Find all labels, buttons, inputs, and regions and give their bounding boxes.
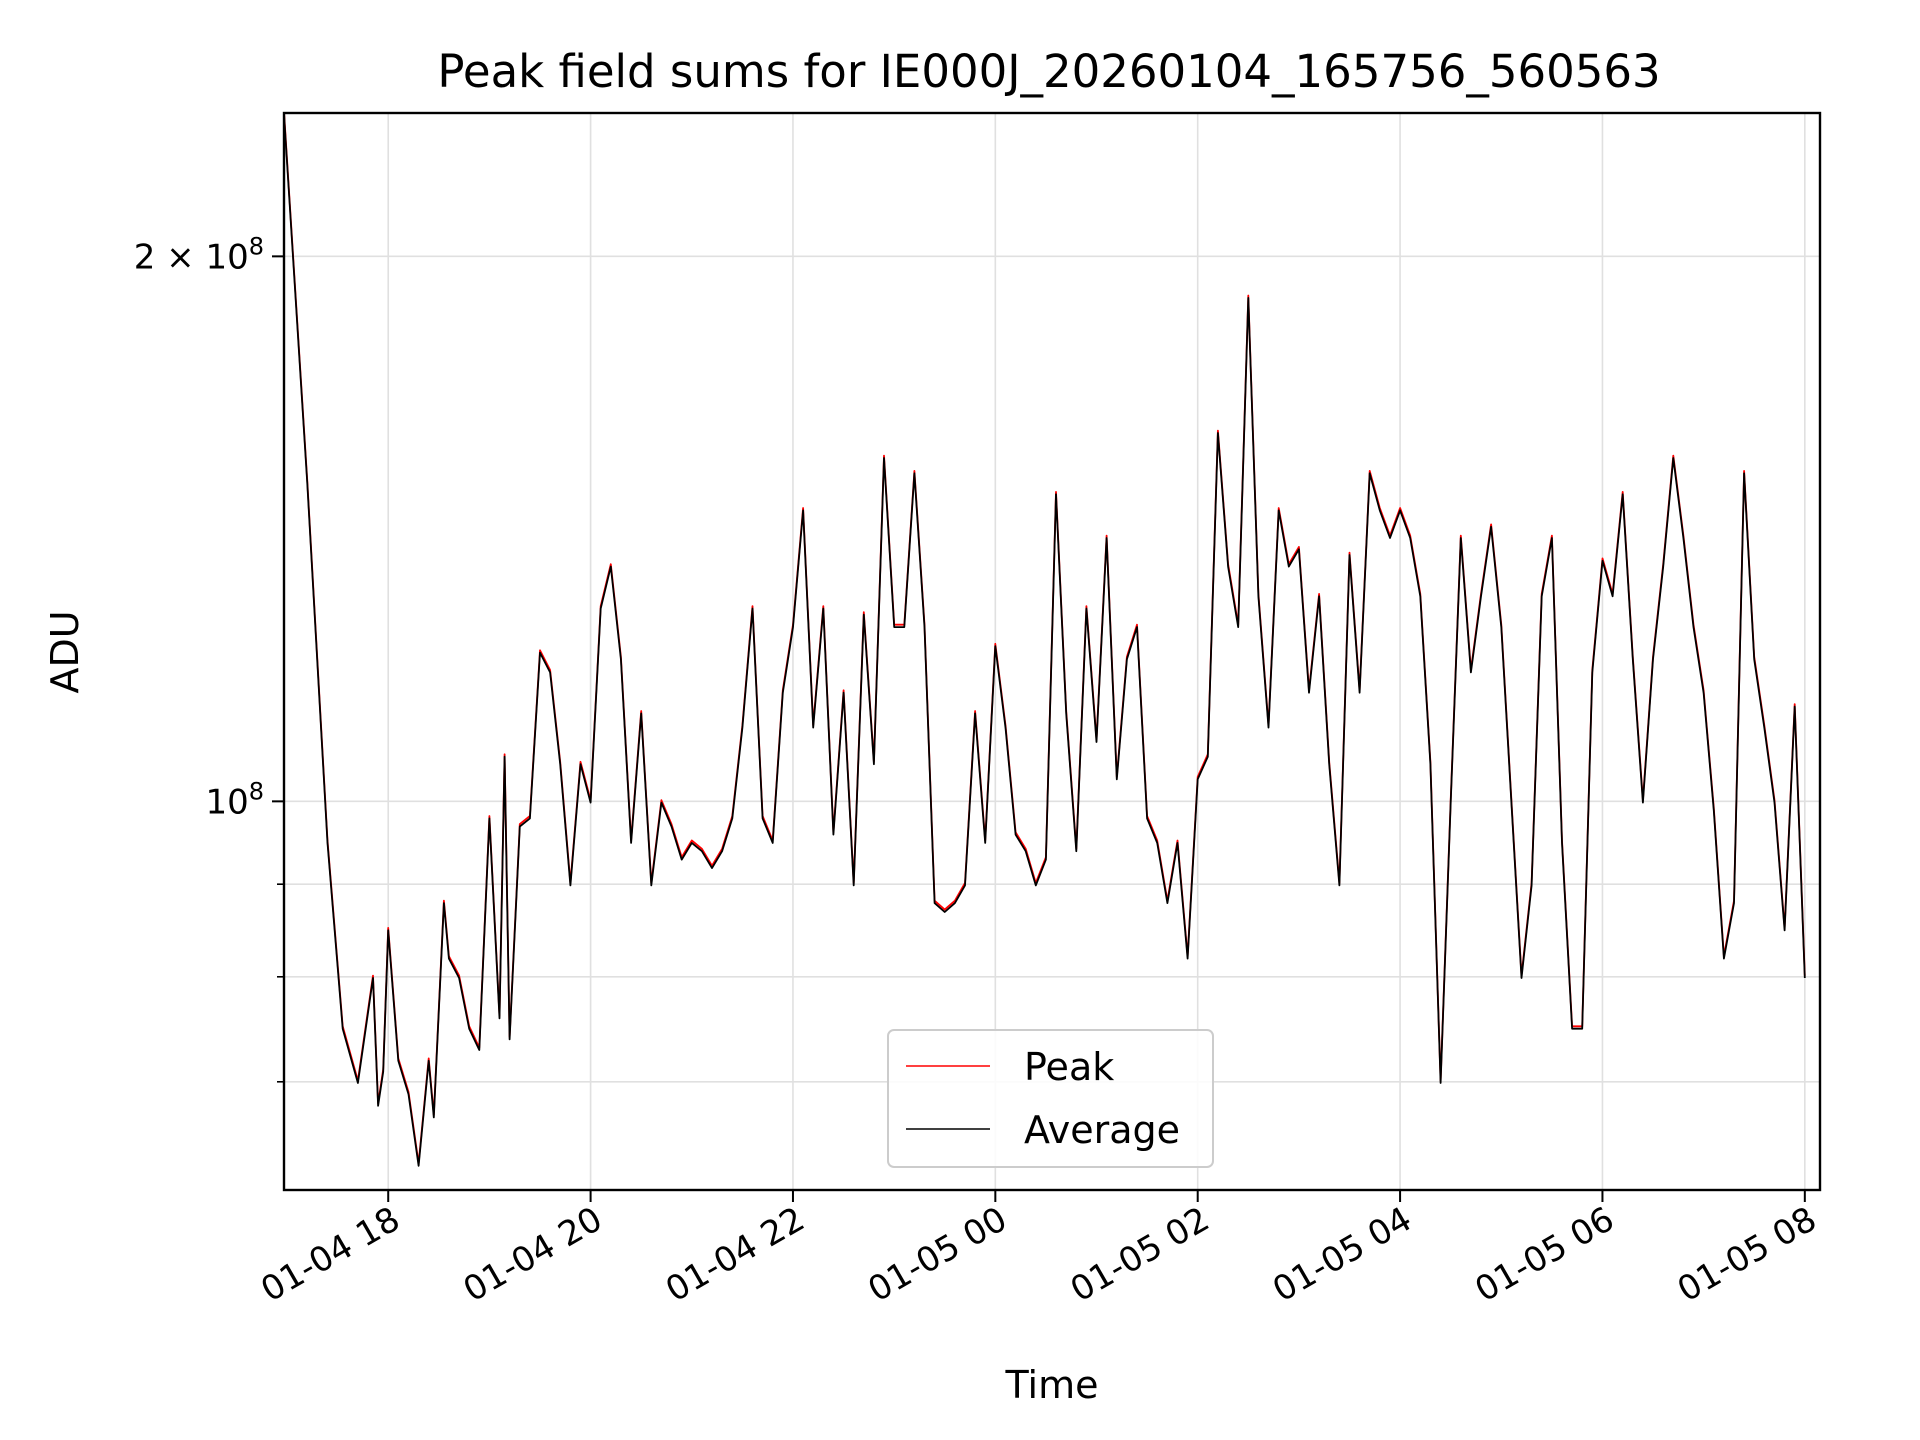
chart-title: Peak field sums for IE000J_20260104_1657… xyxy=(437,45,1660,98)
plot-frame xyxy=(282,111,1822,1192)
y-tick-label: 2 × 108 xyxy=(134,232,264,277)
legend-average-label: Average xyxy=(1024,1108,1180,1152)
y-tick-label: 108 xyxy=(205,777,264,822)
series-area xyxy=(284,113,1806,1167)
series-average-line xyxy=(284,114,1806,1167)
x-axis-label: Time xyxy=(1005,1363,1099,1407)
y-axis-label: ADU xyxy=(43,610,87,693)
legend-box xyxy=(887,1029,1214,1168)
legend-peak-label: Peak xyxy=(1024,1045,1114,1089)
y-axis: 108 2 × 108 xyxy=(134,232,284,1083)
legend: Peak Average xyxy=(887,1029,1214,1168)
